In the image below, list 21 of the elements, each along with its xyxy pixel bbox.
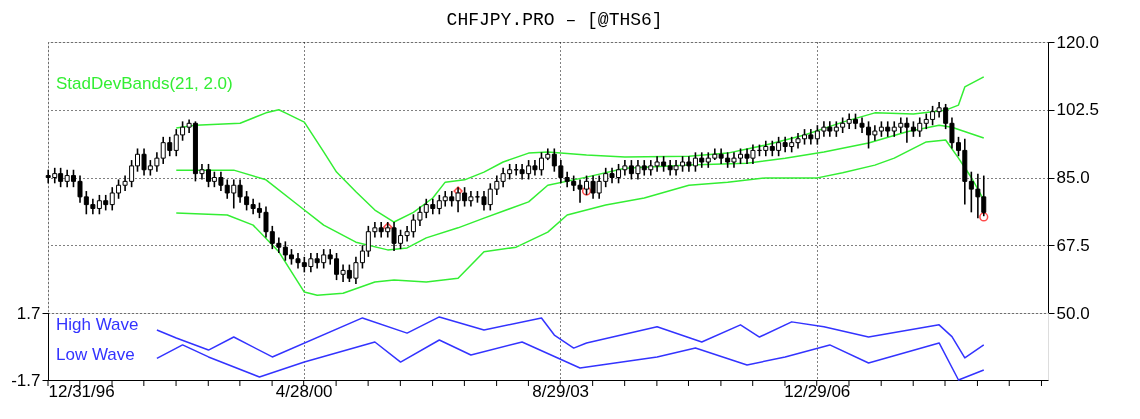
series-label: High Wave [56,315,139,334]
line-series [175,124,985,251]
line-series [175,139,985,296]
series-label: Low Wave [56,345,135,364]
y-tick-label: -1.7 [11,370,41,390]
x-tick-label: 4/28/00 [275,381,333,401]
y-tick-label: 102.5 [1056,100,1100,120]
y-tick-label: 85.0 [1056,168,1090,187]
x-tick-label: 8/29/03 [532,381,590,401]
y-tick-label: 120.0 [1056,32,1100,52]
point [979,212,989,222]
chart-title: CHFJPY.PRO – [@THS6] [446,9,663,30]
line-series [156,339,985,381]
y-tick-label: 67.5 [1056,235,1090,255]
point [581,186,592,196]
x-tick-label: 12/29/06 [784,381,851,401]
y-tick-label: 50.0 [1056,303,1090,323]
line-series [156,316,985,359]
y-tick-label: 1.7 [16,303,41,323]
x-tick-label: 12/31/96 [48,381,115,401]
series-label: StadDevBands(21, 2.0) [56,74,233,93]
